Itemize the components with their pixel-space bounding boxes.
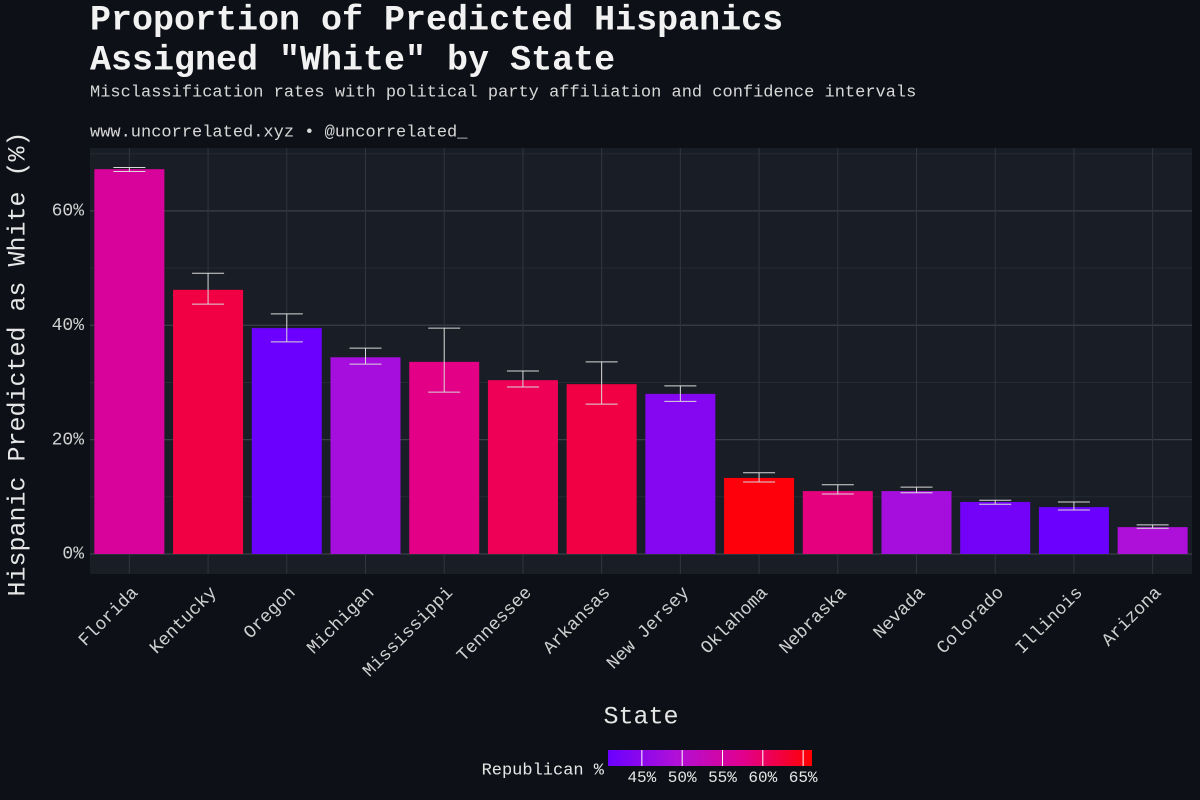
legend-title: Republican % bbox=[482, 761, 605, 780]
y-tick-label: 0% bbox=[62, 545, 84, 565]
bar bbox=[330, 357, 401, 554]
bar bbox=[1117, 527, 1188, 554]
y-tick-label: 20% bbox=[52, 430, 85, 450]
bar bbox=[802, 491, 873, 554]
bar bbox=[94, 169, 165, 554]
bar bbox=[724, 477, 795, 554]
bar bbox=[881, 491, 952, 554]
colorbar-tick-label: 65% bbox=[789, 769, 818, 787]
bar bbox=[566, 384, 637, 554]
chart-title: Proportion of Predicted Hispanics bbox=[90, 0, 783, 40]
subtitle: Misclassification rates with political p… bbox=[90, 83, 916, 102]
colorbar-tick-label: 60% bbox=[748, 769, 777, 787]
bar bbox=[409, 361, 480, 554]
y-axis-title: Hispanic Predicted as White (%) bbox=[4, 131, 33, 596]
bar bbox=[173, 289, 244, 554]
error-bar bbox=[1057, 501, 1090, 511]
error-bar bbox=[743, 472, 776, 483]
error-bar bbox=[506, 370, 539, 388]
y-tick-label: 40% bbox=[52, 316, 85, 336]
error-bar bbox=[979, 499, 1012, 505]
error-bar bbox=[192, 272, 225, 305]
error-bar bbox=[1136, 524, 1169, 529]
bar bbox=[487, 380, 558, 554]
error-bar bbox=[349, 347, 382, 365]
colorbar-tick-label: 55% bbox=[708, 769, 737, 787]
caption: www.uncorrelated.xyz • @uncorrelated_ bbox=[90, 123, 468, 142]
y-tick-label: 60% bbox=[52, 202, 85, 222]
bar bbox=[1038, 507, 1109, 554]
x-axis-title: State bbox=[603, 703, 678, 732]
error-bar bbox=[664, 385, 697, 402]
colorbar bbox=[608, 750, 812, 766]
error-bar bbox=[821, 484, 854, 495]
error-bar bbox=[270, 313, 303, 343]
error-bar bbox=[428, 327, 461, 393]
error-bar bbox=[113, 166, 146, 172]
bar bbox=[645, 393, 716, 554]
chart-title: Assigned "White" by State bbox=[90, 40, 615, 80]
colorbar-tick-label: 45% bbox=[627, 769, 656, 787]
colorbar-tick-label: 50% bbox=[668, 769, 697, 787]
bar bbox=[251, 328, 322, 554]
bar bbox=[960, 501, 1031, 554]
error-bar bbox=[585, 361, 618, 405]
error-bar bbox=[900, 486, 933, 494]
